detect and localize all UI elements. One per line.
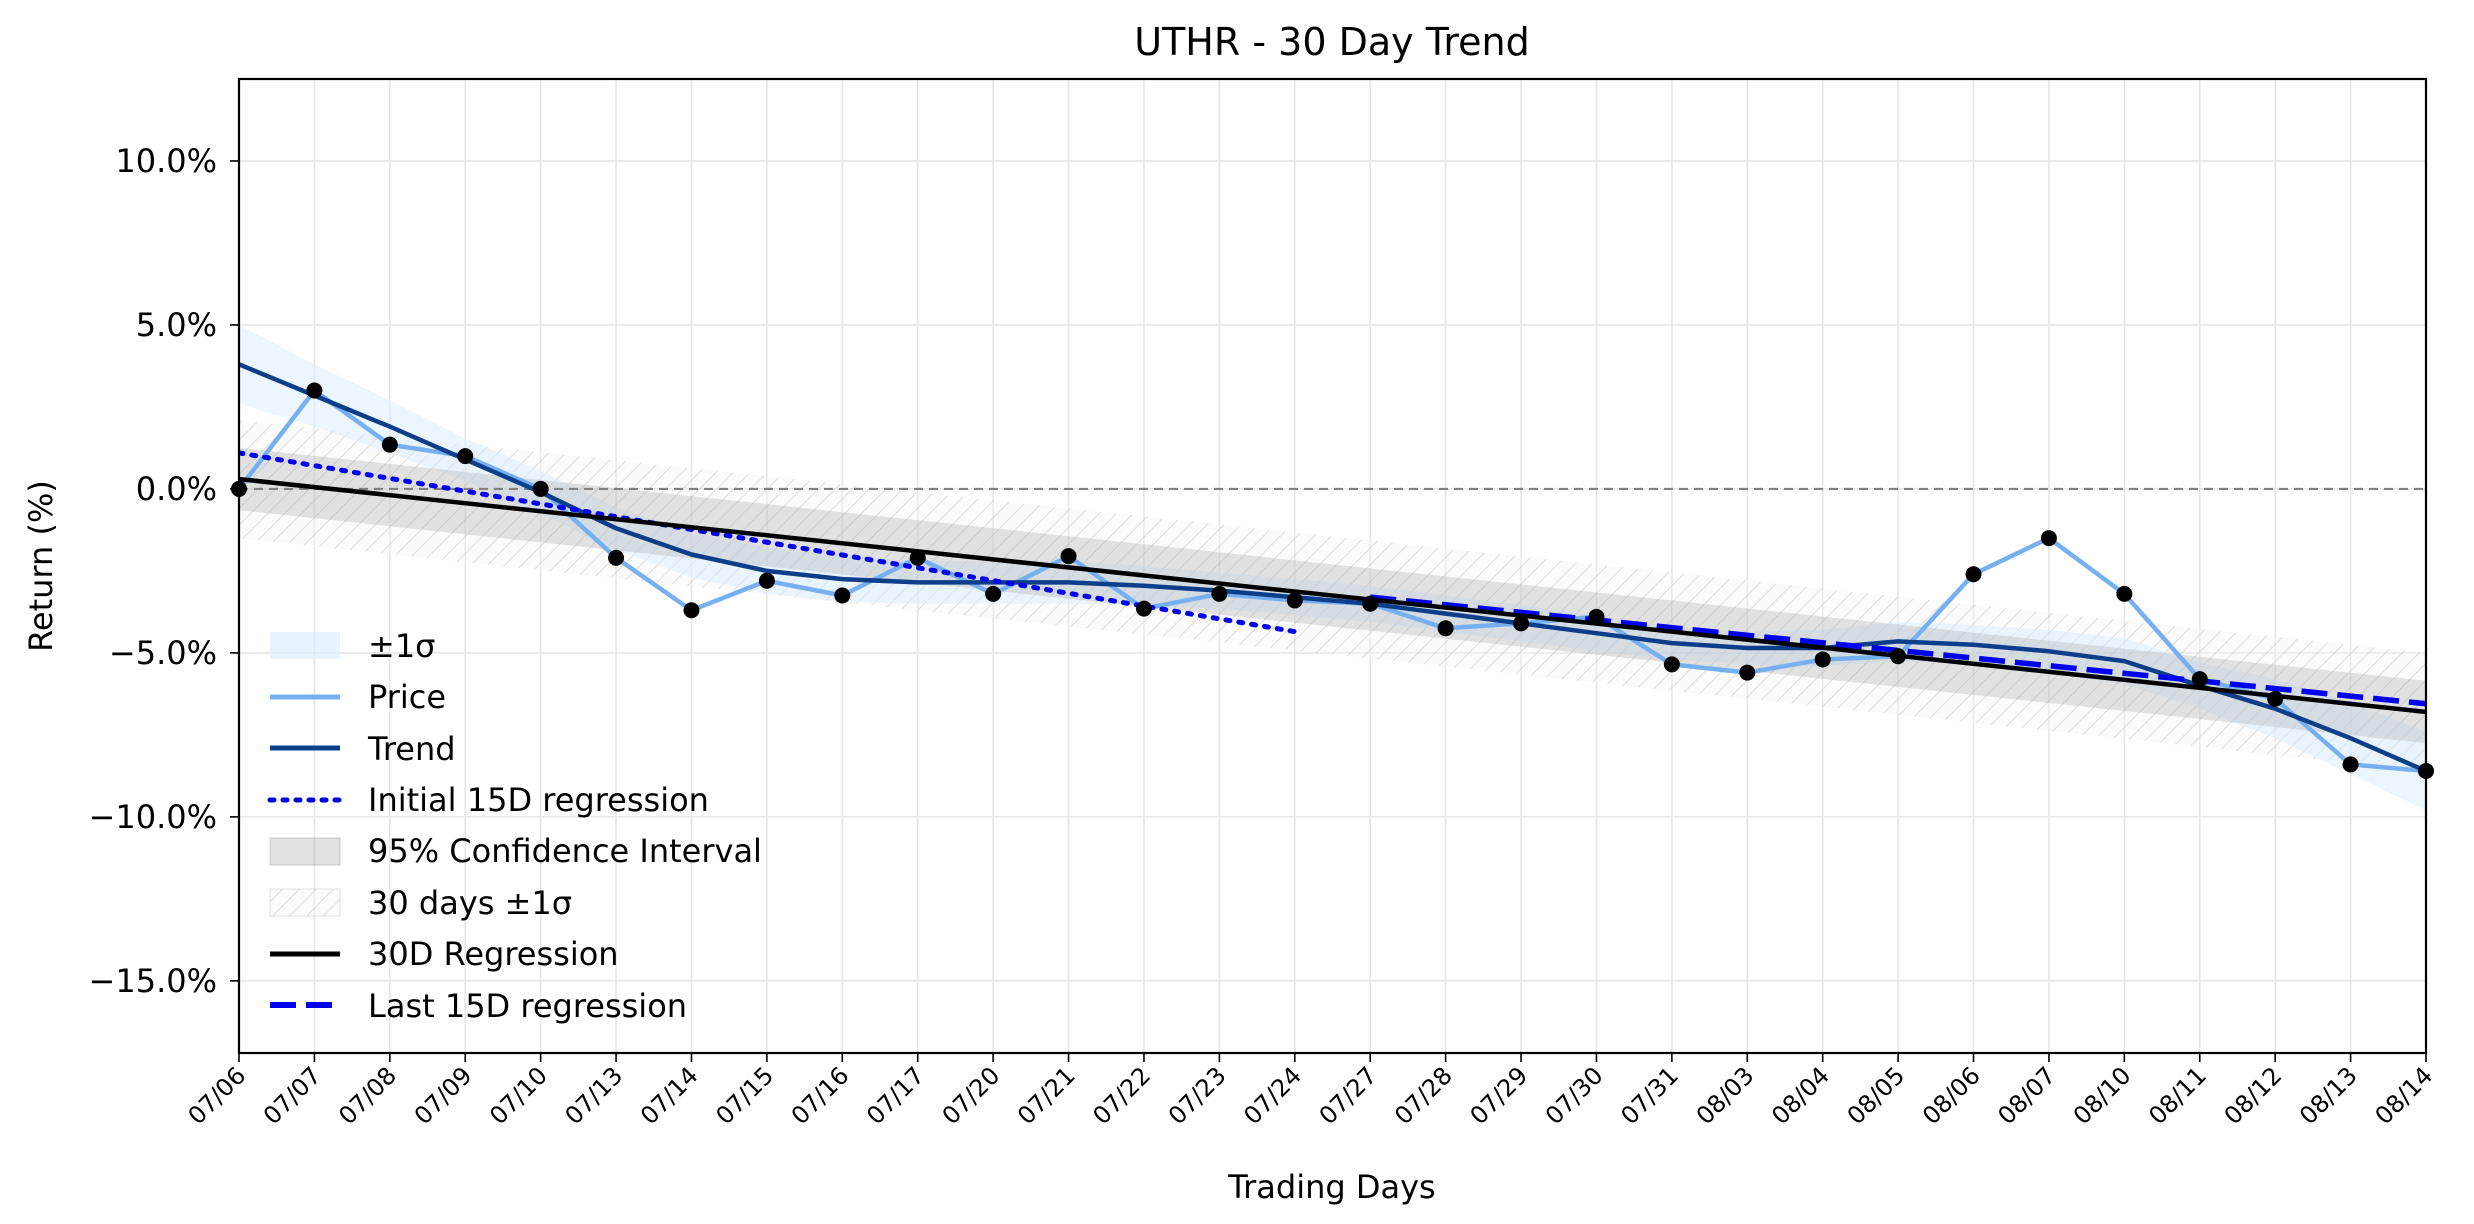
- trend-line: [239, 362, 2426, 774]
- price-point: [909, 549, 926, 566]
- price-point: [1513, 615, 1530, 632]
- x-tick-label: 08/10: [2068, 1061, 2137, 1130]
- band-sigma: [239, 325, 2426, 811]
- x-tick-label: 07/10: [484, 1061, 553, 1130]
- price-point: [758, 572, 775, 589]
- x-tick-label: 08/14: [2370, 1061, 2439, 1130]
- price-point: [985, 585, 1002, 602]
- price-point: [1965, 566, 1982, 583]
- x-tick-label: 07/09: [409, 1061, 478, 1130]
- price-point: [1437, 620, 1454, 637]
- price-point: [2040, 530, 2057, 547]
- legend-label-sigma: ±1σ: [368, 627, 435, 665]
- plot-frame: [237, 77, 2428, 1055]
- x-tick-label: 07/20: [937, 1061, 1006, 1130]
- x-axis: 07/06 07/07 07/08 07/09 07/10 07/13 07/14 07/15…: [183, 1053, 2439, 1130]
- legend-label-30d-regression: 30D Regression: [368, 935, 619, 973]
- x-tick-label: 08/03: [1691, 1061, 1760, 1130]
- x-tick-label: 07/14: [635, 1061, 704, 1130]
- price-point: [2342, 756, 2359, 773]
- x-tick-label: 07/07: [258, 1061, 327, 1130]
- price-point: [2191, 671, 2208, 688]
- y-axis: 10.0% 5.0% 0.0% −5.0% −10.0% −15.0%: [89, 142, 239, 1000]
- x-tick-label: 08/12: [2219, 1061, 2288, 1130]
- legend-label-initial-15d: Initial 15D regression: [368, 781, 709, 819]
- x-tick-label: 07/06: [183, 1061, 252, 1130]
- last-15d-regression-line: [1369, 594, 2426, 707]
- price-point: [381, 436, 398, 453]
- price-point: [2116, 585, 2133, 602]
- price-point: [306, 382, 323, 399]
- price-point: [1663, 656, 1680, 673]
- legend-label-30d-sigma: 30 days ±1σ: [368, 884, 572, 922]
- chart-title: UTHR - 30 Day Trend: [1134, 20, 1529, 64]
- y-tick-label: −15.0%: [89, 962, 217, 1000]
- price-point: [1286, 592, 1303, 609]
- x-tick-label: 07/29: [1465, 1061, 1534, 1130]
- y-axis-label: Return (%): [22, 480, 60, 652]
- x-tick-label: 08/06: [1917, 1061, 1986, 1130]
- price-point: [1362, 595, 1379, 612]
- x-tick-label: 08/04: [1766, 1061, 1835, 1130]
- price-point: [1890, 648, 1907, 665]
- price-markers: [231, 382, 2434, 779]
- y-tick-label: −10.0%: [89, 798, 217, 836]
- price-point: [608, 549, 625, 566]
- x-tick-label: 07/08: [333, 1061, 402, 1130]
- x-tick-label: 07/13: [560, 1061, 629, 1130]
- x-tick-label: 07/17: [861, 1061, 930, 1130]
- price-point: [1211, 585, 1228, 602]
- legend-swatch-ci: [269, 837, 341, 866]
- price-point: [532, 480, 549, 497]
- price-point: [1739, 664, 1756, 681]
- x-tick-label: 07/27: [1314, 1061, 1383, 1130]
- x-tick-label: 08/07: [1992, 1061, 2061, 1130]
- price-point: [2267, 690, 2284, 707]
- price-point: [683, 602, 700, 619]
- bands: [239, 325, 2426, 811]
- price-point: [1814, 651, 1831, 668]
- legend-label-price: Price: [368, 678, 446, 716]
- x-tick-label: 07/24: [1238, 1061, 1307, 1130]
- x-tick-label: 07/30: [1540, 1061, 1609, 1130]
- x-tick-label: 08/13: [2294, 1061, 2363, 1130]
- legend: ±1σ Price Trend Initial 15D regression 9…: [267, 627, 762, 1025]
- x-tick-label: 07/23: [1163, 1061, 1232, 1130]
- x-tick-label: 07/22: [1087, 1061, 1156, 1130]
- y-tick-label: 10.0%: [115, 142, 217, 180]
- legend-label-last-15d: Last 15D regression: [368, 987, 687, 1025]
- y-tick-label: 0.0%: [136, 470, 217, 508]
- x-tick-label: 07/15: [710, 1061, 779, 1130]
- x-tick-label: 07/28: [1389, 1061, 1458, 1130]
- initial-15d-regression-line: [239, 450, 1298, 635]
- legend-swatch-30d-sigma: [269, 888, 341, 917]
- x-tick-label: 08/11: [2143, 1061, 2212, 1130]
- regression-30d-line: [239, 476, 2426, 715]
- price-point: [1135, 600, 1152, 617]
- price-point: [1588, 608, 1605, 625]
- y-tick-label: 5.0%: [136, 306, 217, 344]
- legend-label-ci: 95% Confidence Interval: [368, 832, 762, 870]
- price-point: [1060, 548, 1077, 565]
- x-tick-label: 07/31: [1615, 1061, 1684, 1130]
- x-axis-label: Trading Days: [1227, 1168, 1435, 1206]
- y-tick-label: −5.0%: [109, 634, 217, 672]
- price-point: [457, 448, 474, 465]
- series-lines: [239, 362, 2426, 774]
- x-tick-label: 07/21: [1012, 1061, 1081, 1130]
- price-point: [834, 587, 851, 604]
- x-tick-label: 08/05: [1842, 1061, 1911, 1130]
- x-tick-label: 07/16: [786, 1061, 855, 1130]
- legend-swatch-sigma: [270, 632, 340, 659]
- legend-label-trend: Trend: [367, 730, 456, 768]
